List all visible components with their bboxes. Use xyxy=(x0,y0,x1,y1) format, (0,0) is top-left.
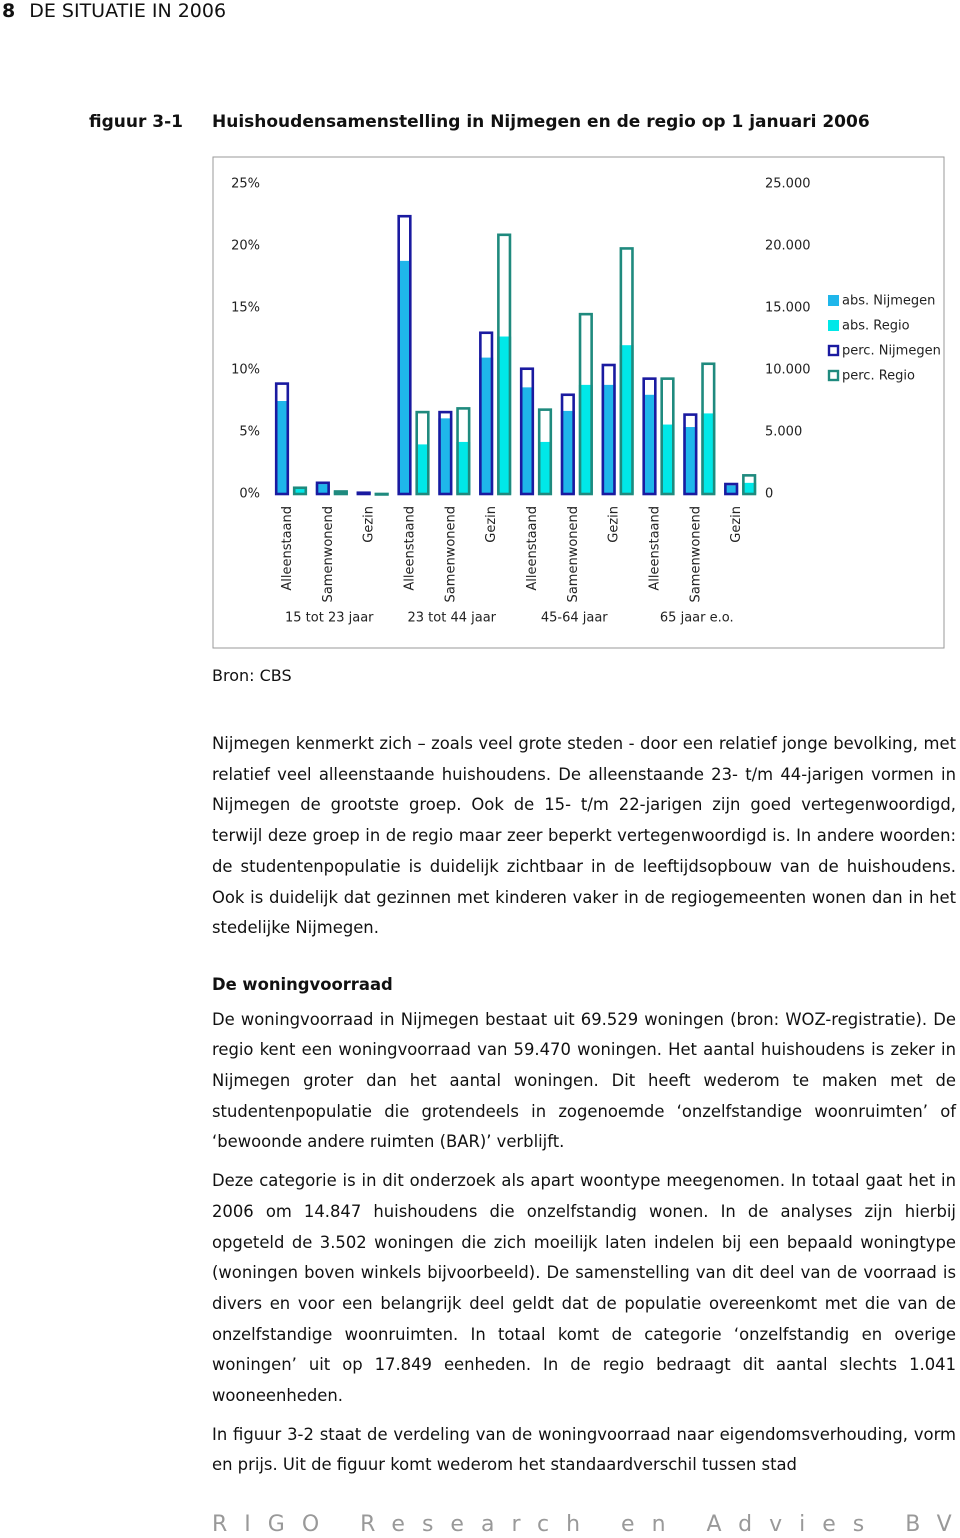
bar xyxy=(456,441,471,494)
x-tick-label: Gezin xyxy=(484,506,499,543)
bar xyxy=(724,485,739,494)
bar xyxy=(415,444,430,494)
bar-outline xyxy=(519,367,535,496)
bar-outline xyxy=(333,490,348,496)
figure-source: Bron: CBS xyxy=(212,666,292,685)
bar-outline xyxy=(578,312,593,496)
x-tick-label: Samenwonend xyxy=(321,506,336,602)
group-label: 23 tot 44 jaar xyxy=(407,611,496,626)
bar xyxy=(578,384,593,494)
bar xyxy=(479,357,494,494)
bar xyxy=(275,401,289,494)
bar xyxy=(397,260,412,494)
y2-tick-label: 5.000 xyxy=(765,425,802,440)
x-tick-label: Samenwonend xyxy=(566,506,581,602)
bar-outline xyxy=(397,214,412,496)
bar-outline xyxy=(619,247,634,496)
footer: RIGO Research en Advies BV xyxy=(212,1512,960,1537)
legend-label: perc. Nijmegen xyxy=(842,344,941,359)
y2-tick-label: 10.000 xyxy=(765,363,811,378)
bar-outline xyxy=(438,410,453,496)
legend-swatch xyxy=(827,344,840,357)
bar xyxy=(438,418,453,494)
bar-outline xyxy=(601,363,616,496)
bar-outline xyxy=(497,233,512,496)
bar-outline xyxy=(701,362,716,496)
legend-swatch xyxy=(828,295,839,306)
bar-outline xyxy=(642,377,657,496)
y-tick-label: 10% xyxy=(231,363,260,378)
legend-label: perc. Regio xyxy=(842,369,915,384)
chart: 0% 5% 10% 15% 20% 25% 0 5.000 10.000 15.000 20.000… xyxy=(212,156,945,649)
bar-outline xyxy=(374,492,389,496)
bar xyxy=(660,424,675,494)
header-title: DE SITUATIE IN 2006 xyxy=(29,0,227,22)
bar xyxy=(520,387,534,494)
chart-frame xyxy=(212,156,945,649)
group-label: 15 tot 23 jaar xyxy=(285,611,374,626)
page-number: 8 xyxy=(2,0,16,22)
y-tick-label: 15% xyxy=(231,301,260,316)
bar-outline xyxy=(479,331,494,496)
y2-tick-label: 25.000 xyxy=(765,177,811,192)
bar xyxy=(642,394,657,494)
y2-tick-label: 20.000 xyxy=(765,239,811,254)
figure-label: figuur 3-1 xyxy=(89,112,183,132)
bar xyxy=(497,336,512,494)
y-tick-label: 20% xyxy=(231,239,260,254)
section-heading: De woningvoorraad xyxy=(212,974,393,994)
bar-outline xyxy=(742,474,757,496)
bar-outline xyxy=(560,393,575,496)
paragraph: In figuur 3-2 staat de verdeling van de … xyxy=(212,1424,956,1475)
bar xyxy=(619,345,634,494)
bar xyxy=(560,410,575,494)
x-tick-label: Gezin xyxy=(362,506,377,543)
bar-outline xyxy=(537,408,553,496)
legend-swatch xyxy=(828,320,839,331)
bar-outline xyxy=(456,407,471,496)
bar-outline xyxy=(274,382,290,496)
x-tick-label: Alleenstaand xyxy=(525,506,540,591)
legend-swatch xyxy=(827,369,840,382)
bar-outline xyxy=(292,486,308,496)
x-tick-label: Gezin xyxy=(729,506,744,543)
figure-caption: Huishoudensamenstelling in Nijmegen en d… xyxy=(212,112,870,132)
y2-tick-label: 15.000 xyxy=(765,301,811,316)
bar xyxy=(742,482,757,494)
bar xyxy=(293,489,307,494)
bar xyxy=(315,484,330,494)
group-label: 65 jaar e.o. xyxy=(660,611,734,626)
bar-outline xyxy=(356,491,371,496)
bar-outline xyxy=(660,377,675,496)
group-label: 45-64 jaar xyxy=(541,611,608,626)
x-tick-label: Alleenstaand xyxy=(280,506,295,591)
y-tick-label: 0% xyxy=(239,487,260,502)
x-tick-label: Samenwonend xyxy=(688,506,703,602)
header: 8 DE SITUATIE IN 2006 xyxy=(2,0,226,22)
bar-outline xyxy=(724,482,739,496)
bar-outline xyxy=(415,410,430,496)
bar xyxy=(601,384,616,494)
y-tick-label: 25% xyxy=(231,177,260,192)
bar xyxy=(701,413,716,494)
body-text: Nijmegen kenmerkt zich – zoals veel grot… xyxy=(212,729,956,1489)
x-tick-label: Alleenstaand xyxy=(647,506,662,591)
paragraph: Deze categorie is in dit onderzoek als a… xyxy=(212,1171,956,1406)
y2-tick-label: 0 xyxy=(765,487,773,502)
bar-outline xyxy=(683,413,698,496)
x-tick-label: Gezin xyxy=(607,506,622,543)
bar-outline xyxy=(315,481,330,496)
paragraph: De woningvoorraad in Nijmegen bestaat ui… xyxy=(212,1009,956,1152)
legend-label: abs. Regio xyxy=(842,319,910,334)
x-tick-label: Alleenstaand xyxy=(402,506,417,591)
bar xyxy=(683,427,698,494)
y-tick-label: 5% xyxy=(239,425,260,440)
paragraph: Nijmegen kenmerkt zich – zoals veel grot… xyxy=(212,734,956,938)
x-tick-label: Samenwonend xyxy=(443,506,458,602)
legend-label: abs. Nijmegen xyxy=(842,294,935,309)
bar xyxy=(538,441,552,494)
